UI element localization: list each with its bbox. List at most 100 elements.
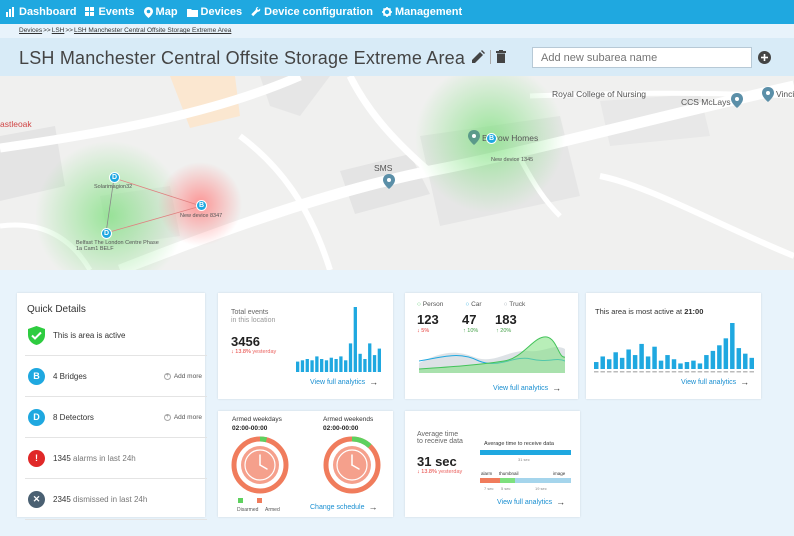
chart-bar [368, 343, 372, 372]
map-pin-icon [383, 87, 774, 189]
arrow-right-icon: → [740, 377, 750, 387]
quick-details-card: Quick Details This is area is active B 4… [17, 293, 207, 520]
breadcrumb-lsh[interactable]: LSH [51, 27, 65, 34]
add-detector-button[interactable]: + Add more [163, 413, 202, 421]
circle-icon: ○ [503, 301, 508, 308]
weekdays-clock [231, 436, 289, 494]
armed-schedule-card: Armed weekdays 02:00-00:00 Armed weekend… [218, 411, 393, 517]
alert-icon: ! [28, 449, 45, 467]
detector-icon: D [28, 408, 45, 426]
chart-tick [652, 371, 657, 373]
chart-bar [619, 357, 625, 369]
arrow-right-icon: → [368, 502, 378, 512]
delete-button[interactable] [496, 50, 506, 68]
total-events-label: Total events [231, 309, 269, 316]
truck-label: Truck [509, 301, 526, 308]
total-events-sublabel: in this location [231, 317, 276, 324]
add-bridge-button[interactable]: + Add more [163, 372, 202, 380]
nav-dashboard[interactable]: Dashboard [6, 6, 76, 18]
map-label-royal-college: Royal College of Nursing [552, 89, 647, 99]
dismiss-icon: ✕ [28, 490, 45, 508]
nav-dashboard-label: Dashboard [19, 6, 77, 18]
chart-tick [639, 371, 644, 373]
nav-devices[interactable]: Devices [186, 6, 243, 18]
chart-tick [600, 371, 605, 373]
detectors-row: D 8 Detectors + Add more [25, 397, 207, 438]
header-divider [490, 50, 491, 64]
seg-image-time: 19 sec [535, 486, 547, 491]
edit-button[interactable] [472, 50, 485, 68]
clock-ring [244, 449, 276, 481]
area-active-text: This is area is active [53, 330, 126, 340]
most-active-time: 21:00 [684, 307, 704, 316]
chart-bar [300, 360, 305, 372]
chart-tick [749, 371, 754, 373]
nav-management[interactable]: Management [381, 6, 462, 18]
receive-total-bar [480, 450, 571, 455]
person-legend: ○ Person [417, 301, 443, 308]
alarms-text: alarms in last 24h [73, 453, 136, 463]
car-value: 47 [462, 312, 477, 327]
chart-bar [372, 355, 377, 372]
detections-area-chart [419, 336, 565, 373]
map-label-vinci: Vinci [776, 89, 794, 99]
alarms-row: ! 1345 alarms in last 24h [25, 438, 207, 479]
car-legend: ○ Car [465, 301, 481, 308]
nav-device-configuration[interactable]: Device configuration [251, 6, 373, 18]
armed-legend-markers [238, 498, 262, 503]
chart-bar [684, 362, 690, 369]
chart-bar [645, 356, 651, 369]
most-active-analytics-link[interactable]: View full analytics → [681, 377, 749, 387]
chart-bar [358, 353, 362, 372]
detector-marker[interactable]: D [101, 228, 112, 239]
seg-thumbnail-label: thumbnail [499, 471, 519, 476]
seg-alarm-time: 7 sec [484, 486, 494, 491]
detections-analytics-link[interactable]: View full analytics → [493, 383, 561, 393]
chart-tick [704, 371, 709, 373]
chart-bar [730, 323, 735, 369]
chart-tick [678, 371, 683, 373]
chart-bar [606, 359, 612, 369]
add-detector-label: Add more [173, 413, 202, 421]
chart-tick [665, 371, 670, 373]
chart-bar [691, 360, 696, 369]
breadcrumb-current[interactable]: LSH Manchester Central Offsite Storage E… [73, 27, 232, 34]
chart-bar [736, 348, 742, 369]
map-pin-icon [143, 6, 153, 18]
change-schedule-link[interactable]: Change schedule → [310, 502, 378, 512]
bridge-marker[interactable]: B [196, 200, 207, 211]
subarea-name-input[interactable] [532, 47, 752, 68]
receive-time-analytics-link[interactable]: View full analytics → [497, 497, 565, 507]
grid-icon [85, 7, 95, 16]
total-events-analytics-link[interactable]: View full analytics → [310, 377, 378, 387]
chart-bar [652, 346, 657, 369]
chart-bar [697, 363, 703, 369]
alarms-count: 1345 [53, 453, 71, 463]
detector-marker[interactable]: D [109, 172, 120, 183]
nav-map[interactable]: Map [143, 6, 178, 18]
breadcrumb-devices[interactable]: Devices [19, 27, 43, 34]
receive-time-value: 31 sec [417, 454, 457, 469]
nav-devices-label: Devices [200, 6, 243, 18]
armed-weekdays-time: 02:00-00:00 [232, 425, 268, 432]
chart-tick [684, 371, 690, 373]
bridge-marker[interactable]: B [486, 133, 497, 144]
plus-icon: + [163, 413, 171, 421]
nav-events[interactable]: Events [85, 6, 135, 18]
most-active-bars [594, 323, 754, 373]
truck-legend: ○ Truck [504, 301, 526, 308]
total-events-card: Total events in this location 3456 ↓ 13.… [218, 293, 393, 399]
map-label-ccs: CCS McLays [681, 97, 731, 107]
dismissed-count: 2345 [53, 494, 71, 504]
map-canvas [0, 76, 794, 270]
trash-icon [496, 50, 506, 63]
receive-time-label: Average time [417, 431, 459, 438]
receive-chart-title: Average time to receive data [484, 441, 554, 447]
pencil-icon [472, 50, 485, 63]
map-view[interactable]: astleoak Royal College of Nursing CCS Mc… [0, 76, 794, 270]
add-subarea-button[interactable] [758, 51, 771, 69]
page-header: LSH Manchester Central Offsite Storage E… [0, 38, 794, 76]
gear-icon [381, 7, 392, 17]
weekends-clock [323, 436, 381, 494]
map-label-device: New device 1345 [491, 157, 534, 163]
